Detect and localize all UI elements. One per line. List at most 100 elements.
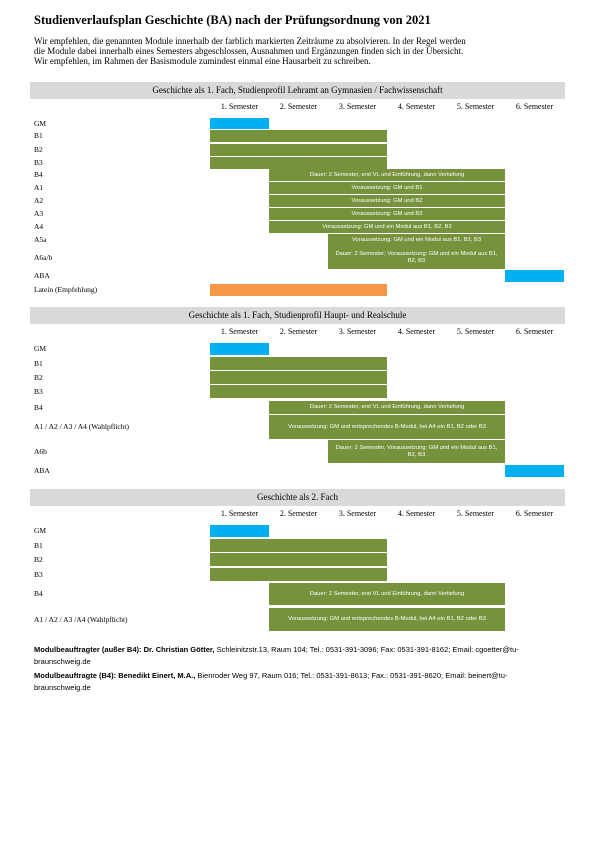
module-bar: Voraussetzung: GM und entsprechendes B-M…	[269, 415, 505, 439]
bar-text: Voraussetzung: GM und ein Modul aus B1, …	[322, 223, 452, 230]
contact-name: Benedikt Einert, M.A.,	[118, 671, 196, 680]
semester-label: 2. Semester	[279, 327, 318, 336]
module-label: GM	[34, 344, 47, 353]
module-bar	[210, 157, 387, 169]
semester-label: 3. Semester	[338, 327, 377, 336]
semester-label: 4. Semester	[397, 509, 436, 518]
module-label: GM	[34, 118, 47, 128]
module-bar	[210, 144, 387, 156]
intro-line: die Module dabei innerhalb eines Semeste…	[34, 46, 464, 56]
module-bar	[210, 553, 387, 566]
module-label: A4	[34, 222, 44, 231]
module-label: B1	[34, 540, 43, 550]
module-bar	[505, 270, 564, 282]
module-label: GM	[34, 526, 47, 535]
contact: Modulbeauftragter (außer B4): Dr. Christ…	[34, 644, 564, 668]
module-bar: Dauer: 2 Semester; Voraussetzung: GM und…	[328, 246, 505, 269]
module-bar: Voraussetzung: GM und ein Modul aus B1, …	[328, 234, 505, 246]
module-bar: Dauer: 2 Semester, erst VL und Einführun…	[269, 583, 505, 605]
semester-label: 3. Semester	[338, 509, 377, 518]
contact-name: Dr. Christian Götter,	[143, 645, 215, 654]
module-label: B1	[34, 131, 43, 140]
module-bar: Voraussetzung: GM und B3	[269, 208, 505, 220]
module-label: A2	[34, 196, 44, 205]
contact-role: Modulbeauftragte (B4):	[34, 671, 117, 680]
module-label: B3	[34, 386, 43, 396]
bar-text: Voraussetzung: GM und entsprechendes B-M…	[288, 616, 486, 622]
contact-details: Schleinitzstr.13, Raum 104; Tel.: 0531-3…	[34, 645, 519, 666]
contact-details: Bienroder Weg 97, Raum 016; Tel.: 0531-3…	[34, 671, 508, 692]
semester-label: 6. Semester	[515, 327, 554, 336]
bar-text: Voraussetzung: GM und B2	[351, 197, 423, 204]
bar-text: Dauer: 2 Semester, Voraussetzung: GM und…	[335, 444, 498, 458]
semester-label: 5. Semester	[456, 102, 495, 111]
module-label: B4	[34, 589, 43, 598]
module-label: A1 / A2 / A3 /A4 (Wahlpflicht)	[34, 614, 128, 624]
module-bar: Voraussetzung: GM und B2	[269, 195, 505, 207]
module-label: B2	[34, 372, 43, 382]
semester-label: 5. Semester	[456, 509, 495, 518]
semester-label: 1. Semester	[220, 509, 259, 518]
bar-text: Dauer: 2 Semester, erst VL und Einführun…	[309, 590, 465, 597]
module-bar: Voraussetzung: GM und entsprechendes B-M…	[269, 608, 505, 631]
semester-label: 6. Semester	[515, 102, 554, 111]
module-label: A6a/b	[34, 252, 53, 262]
module-bar	[210, 525, 269, 537]
section-heading: Geschichte als 1. Fach, Studienprofil Le…	[30, 82, 565, 99]
module-label: A1	[34, 183, 44, 192]
module-label: B1	[34, 358, 43, 368]
bar-text: Dauer: 2 Semester, erst VL und Einführun…	[309, 404, 465, 410]
module-label: B4	[34, 170, 43, 179]
intro-line: Wir empfehlen, die genannten Module inne…	[34, 36, 466, 46]
semester-label: 4. Semester	[397, 102, 436, 111]
module-bar	[505, 465, 564, 477]
module-bar: Dauer: 2 Semester, erst VL und Einführun…	[269, 401, 505, 414]
module-bar	[210, 357, 387, 370]
section-heading: Geschichte als 2. Fach	[30, 489, 565, 506]
module-bar: Voraussetzung: GM und ein Modul aus B1, …	[269, 221, 505, 233]
module-bar	[210, 118, 269, 129]
module-label: B2	[34, 554, 43, 564]
semester-label: 6. Semester	[515, 509, 554, 518]
module-bar	[210, 568, 387, 581]
semester-label: 1. Semester	[220, 102, 259, 111]
bar-text: Voraussetzung: GM und entsprechendes B-M…	[288, 423, 486, 430]
contact-role: Modulbeauftragter (außer B4):	[34, 645, 142, 654]
bar-text: Voraussetzung: GM und ein Modul aus B1, …	[351, 236, 482, 243]
section-heading: Geschichte als 1. Fach, Studienprofil Ha…	[30, 307, 565, 324]
bar-text: Voraussetzung: GM und B3	[351, 210, 423, 217]
semester-label: 2. Semester	[279, 509, 318, 518]
module-bar: Dauer: 2 Semester, Voraussetzung: GM und…	[328, 440, 505, 463]
module-label: B2	[34, 145, 43, 154]
title: Studienverlaufsplan Geschichte (BA) nach…	[34, 13, 431, 27]
module-label: B3	[34, 569, 43, 579]
module-bar	[210, 371, 387, 384]
module-label: B3	[34, 158, 43, 167]
intro-line: Wir empfehlen, im Rahmen der Basismodule…	[34, 56, 371, 66]
bar-text: Dauer: 2 Semester; Voraussetzung: GM und…	[335, 250, 498, 264]
module-bar	[210, 130, 387, 142]
contact: Modulbeauftragte (B4): Benedikt Einert, …	[34, 670, 564, 694]
module-bar: Dauer: 2 Semester, erst VL und Einführun…	[269, 169, 505, 181]
module-label: A5a	[34, 235, 47, 244]
module-label: Latein (Empfehlung)	[34, 285, 98, 294]
module-label: B4	[34, 402, 43, 412]
module-label: A3	[34, 209, 44, 218]
module-label: ABA	[34, 271, 50, 280]
semester-label: 1. Semester	[220, 327, 259, 336]
module-bar	[210, 343, 269, 355]
bar-text: Dauer: 2 Semester, erst VL und Einführun…	[309, 171, 465, 178]
semester-label: 2. Semester	[279, 102, 318, 111]
module-label: A6b	[34, 446, 47, 456]
module-bar	[210, 284, 387, 296]
semester-label: 5. Semester	[456, 327, 495, 336]
module-bar	[210, 385, 387, 398]
module-label: A1 / A2 / A3 / A4 (Wahlpflicht)	[34, 422, 130, 431]
semester-label: 3. Semester	[338, 102, 377, 111]
semester-label: 4. Semester	[397, 327, 436, 336]
module-bar	[210, 539, 387, 552]
module-bar: Voraussetzung: GM und B1	[269, 182, 505, 194]
bar-text: Voraussetzung: GM und B1	[351, 184, 423, 191]
module-label: ABA	[34, 466, 50, 475]
